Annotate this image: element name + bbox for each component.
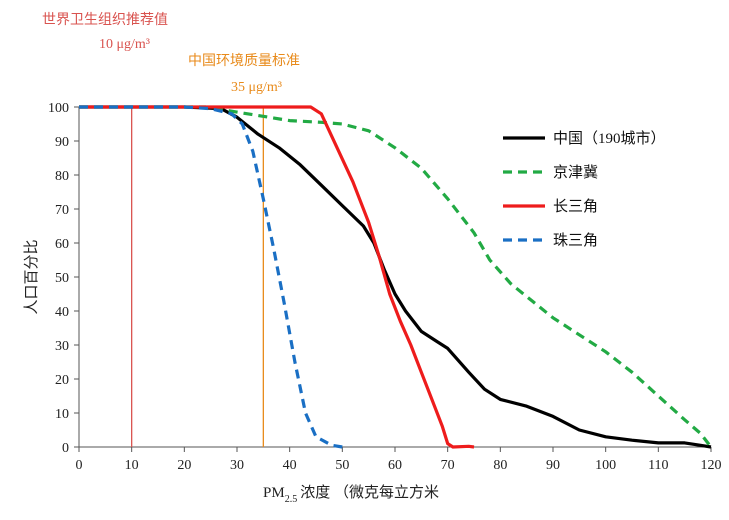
- tick-labels-group: 0 10 20 30 40 50 60 70 80 90 100 110 120 0 10 20 30 40 50 6…: [48, 101, 722, 473]
- x-tick-label: 0: [76, 458, 83, 473]
- axes-group: [74, 106, 712, 452]
- x-axis-title-text: 浓度 （微克每立方米: [300, 484, 439, 501]
- x-tick-label: 30: [230, 458, 244, 473]
- x-tick-label: 10: [125, 458, 139, 473]
- y-tick-label: 30: [55, 339, 69, 354]
- x-axis-title-subscript: 2.5: [285, 494, 298, 505]
- x-axis-title-prefix: PM: [263, 485, 285, 501]
- y-tick-label: 40: [55, 305, 69, 320]
- x-tick-label: 90: [546, 458, 560, 473]
- series-group: [79, 105, 713, 449]
- reference-label-name: 中国环境质量标准: [188, 53, 300, 69]
- series-line: [79, 105, 713, 448]
- reference-label-value: 35 μg/m³: [231, 80, 282, 95]
- x-tick-label: 50: [335, 458, 349, 473]
- y-tick-label: 80: [55, 169, 69, 184]
- x-tick-label: 20: [177, 458, 191, 473]
- reference-label-value: 10 μg/m³: [99, 37, 150, 52]
- series-line: [79, 105, 475, 449]
- x-tick-label: 60: [388, 458, 402, 473]
- x-tick-label: 40: [283, 458, 297, 473]
- reference-label-name: 世界卫生组织推荐值: [42, 12, 168, 28]
- y-tick-label: 100: [48, 101, 69, 116]
- x-tick-label: 120: [701, 458, 722, 473]
- legend-label: 中国（190城市）: [553, 130, 666, 147]
- y-tick-label: 90: [55, 135, 69, 150]
- series-line: [79, 105, 343, 449]
- y-tick-label: 10: [55, 407, 69, 422]
- y-tick-label: 70: [55, 203, 69, 218]
- x-tick-label: 70: [441, 458, 455, 473]
- legend-label: 长三角: [553, 198, 598, 215]
- y-tick-label: 20: [55, 373, 69, 388]
- y-tick-label: 50: [55, 271, 69, 286]
- y-tick-label: 0: [62, 441, 69, 456]
- x-tick-label: 110: [648, 458, 668, 473]
- y-axis-title: 人口百分比: [23, 239, 40, 314]
- axis-titles-group: 人口百分比 PM2.5 浓度 （微克每立方米: [23, 239, 439, 505]
- series-line: [79, 105, 712, 449]
- y-tick-label: 60: [55, 237, 69, 252]
- annotations-group: 世界卫生组织推荐值 10 μg/m³ 中国环境质量标准 35 μg/m³: [42, 12, 300, 95]
- reference-lines-group: [131, 107, 264, 447]
- x-axis-title: PM2.5 浓度 （微克每立方米: [263, 484, 439, 505]
- x-tick-label: 80: [493, 458, 507, 473]
- legend-label: 京津冀: [553, 164, 598, 181]
- x-tick-label: 100: [595, 458, 616, 473]
- legend-label: 珠三角: [553, 232, 598, 249]
